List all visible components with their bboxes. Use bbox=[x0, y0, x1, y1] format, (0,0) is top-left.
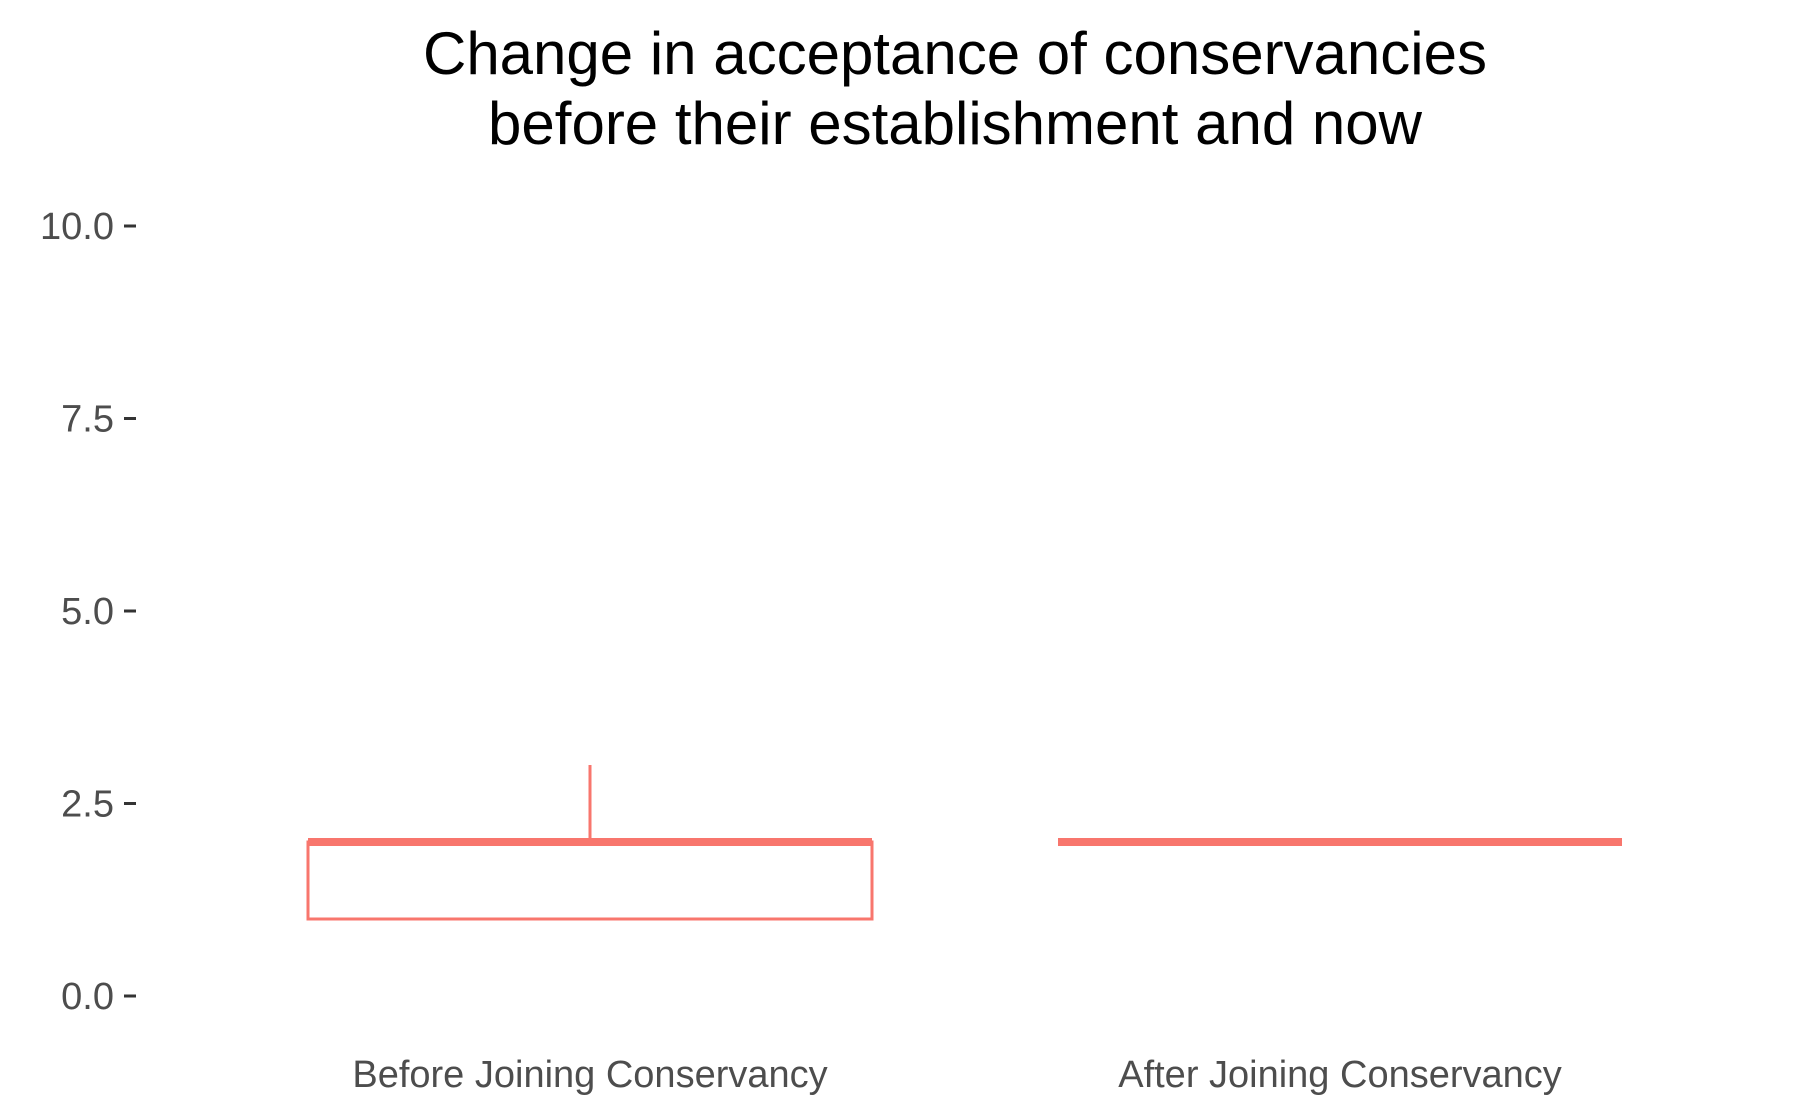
chart-title-line: Change in acceptance of conservancies bbox=[423, 20, 1487, 87]
x-tick-label: Before Joining Conservancy bbox=[352, 1054, 827, 1096]
x-axis: Before Joining Conservancy After Joining … bbox=[352, 1054, 1561, 1096]
plot-area bbox=[306, 765, 1622, 921]
x-tick-label: After Joining Conservancy bbox=[1118, 1054, 1562, 1096]
box-iqr bbox=[306, 840, 874, 921]
chart-title-line: before their establishment and now bbox=[488, 90, 1423, 157]
y-tick-label: 0.0 bbox=[61, 976, 114, 1018]
chart-title: Change in acceptance of conservancies bef… bbox=[423, 20, 1487, 157]
y-axis: 0.0 2.5 5.0 7.5 10.0 bbox=[40, 206, 136, 1018]
y-tick-label: 2.5 bbox=[61, 784, 114, 826]
box-group bbox=[306, 765, 874, 921]
y-tick-label: 5.0 bbox=[61, 591, 114, 633]
y-tick-label: 7.5 bbox=[61, 399, 114, 441]
y-tick-label: 10.0 bbox=[40, 206, 114, 248]
